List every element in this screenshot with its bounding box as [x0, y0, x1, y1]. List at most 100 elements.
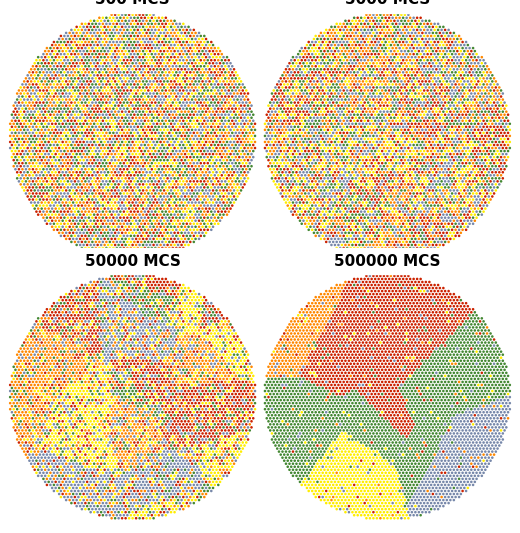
- Point: [58, 405, 67, 414]
- Point: [137, 487, 146, 495]
- Point: [165, 341, 174, 350]
- Point: [345, 454, 353, 462]
- Point: [464, 95, 472, 104]
- Point: [48, 53, 56, 61]
- Point: [100, 186, 109, 195]
- Point: [313, 326, 321, 335]
- Point: [158, 104, 166, 113]
- Point: [122, 222, 130, 231]
- Point: [242, 408, 251, 416]
- Point: [153, 296, 161, 304]
- Point: [123, 171, 132, 180]
- Point: [464, 454, 472, 462]
- Point: [490, 372, 498, 380]
- Point: [212, 417, 220, 425]
- Point: [409, 499, 418, 507]
- Point: [92, 456, 100, 465]
- Point: [108, 369, 116, 377]
- Point: [332, 432, 341, 441]
- Point: [154, 213, 163, 222]
- Point: [168, 281, 177, 289]
- Point: [123, 74, 132, 83]
- Point: [40, 445, 48, 453]
- Point: [81, 445, 89, 453]
- Point: [142, 496, 151, 504]
- Point: [387, 168, 395, 176]
- Point: [86, 101, 95, 110]
- Point: [127, 207, 135, 216]
- Point: [118, 290, 126, 298]
- Point: [132, 417, 140, 425]
- Point: [37, 447, 46, 456]
- Point: [329, 445, 337, 453]
- Point: [128, 447, 137, 456]
- Point: [366, 332, 374, 341]
- Point: [83, 314, 92, 322]
- Point: [216, 132, 224, 140]
- Point: [90, 119, 98, 128]
- Point: [408, 405, 416, 414]
- Point: [128, 284, 137, 292]
- Point: [360, 384, 369, 392]
- Point: [86, 338, 95, 347]
- Point: [308, 335, 316, 344]
- Point: [297, 68, 306, 77]
- Point: [216, 369, 224, 377]
- Point: [116, 86, 124, 95]
- Point: [277, 353, 285, 362]
- Point: [125, 162, 133, 171]
- Point: [310, 472, 318, 480]
- Point: [37, 156, 46, 164]
- Point: [348, 357, 357, 365]
- Point: [83, 235, 92, 243]
- Point: [239, 366, 247, 374]
- Point: [36, 341, 44, 350]
- Point: [168, 305, 177, 313]
- Point: [369, 502, 378, 511]
- Point: [188, 186, 196, 195]
- Point: [327, 156, 335, 164]
- Point: [109, 220, 118, 228]
- Point: [471, 405, 479, 414]
- Point: [360, 128, 369, 137]
- Point: [415, 114, 423, 122]
- Point: [380, 198, 388, 207]
- Point: [364, 92, 372, 101]
- Point: [399, 68, 407, 77]
- Point: [467, 308, 475, 317]
- Point: [199, 186, 207, 195]
- Point: [34, 198, 42, 207]
- Point: [306, 411, 315, 419]
- Point: [373, 284, 381, 292]
- Point: [172, 390, 180, 398]
- Point: [413, 274, 421, 283]
- Point: [195, 108, 203, 116]
- Point: [500, 135, 509, 143]
- Point: [394, 332, 402, 341]
- Point: [130, 201, 138, 210]
- Point: [165, 98, 174, 107]
- Point: [404, 326, 412, 335]
- Point: [334, 393, 343, 401]
- Point: [310, 204, 318, 213]
- Point: [387, 108, 395, 116]
- Point: [23, 114, 32, 122]
- Point: [332, 177, 341, 185]
- Point: [431, 505, 439, 513]
- Point: [160, 216, 168, 225]
- Point: [86, 332, 95, 341]
- Point: [303, 429, 311, 438]
- Point: [132, 211, 140, 219]
- Point: [331, 77, 339, 86]
- Point: [354, 135, 362, 143]
- Point: [190, 62, 198, 70]
- Point: [193, 68, 201, 77]
- Point: [445, 44, 453, 52]
- Point: [209, 447, 217, 456]
- Point: [154, 359, 163, 368]
- Point: [409, 445, 418, 453]
- Point: [436, 216, 444, 225]
- Point: [437, 299, 446, 308]
- Point: [357, 384, 366, 392]
- Point: [160, 393, 168, 401]
